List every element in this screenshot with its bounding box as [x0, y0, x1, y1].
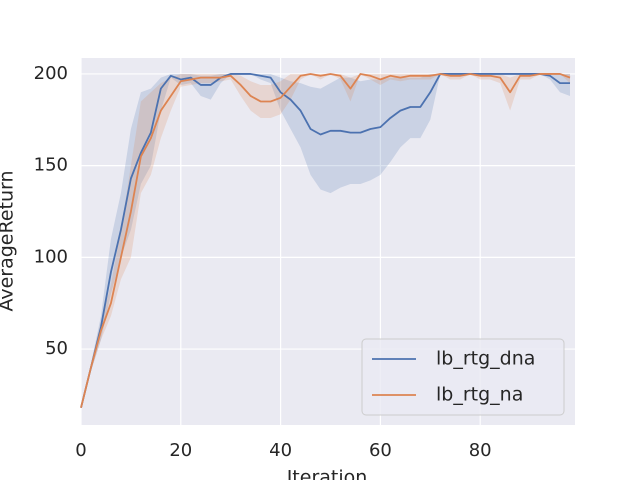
- y-tick-label: 200: [34, 63, 68, 84]
- y-tick-label: 50: [45, 338, 68, 359]
- x-tick-label: 40: [269, 440, 292, 461]
- legend-label: lb_rtg_na: [436, 384, 523, 406]
- x-tick-label: 60: [369, 440, 392, 461]
- legend-label: lb_rtg_dna: [436, 348, 535, 370]
- x-tick-label: 80: [469, 440, 492, 461]
- y-axis-label: AverageReturn: [0, 170, 18, 311]
- series-line: [80, 73, 571, 408]
- confidence-band: [81, 73, 571, 408]
- legend: lb_rtg_dna lb_rtg_na: [361, 338, 565, 416]
- marks: [80, 73, 571, 408]
- x-axis-label: Iteration: [287, 467, 368, 480]
- grid: [80, 58, 575, 425]
- legend-box: [361, 338, 565, 416]
- series-line: [80, 73, 571, 408]
- x-tick-label: 20: [169, 440, 192, 461]
- x-tick-label: 0: [75, 440, 86, 461]
- ticks: 50 100 150 200 0 20 40 60 80: [34, 63, 492, 461]
- y-tick-label: 150: [34, 155, 68, 176]
- y-tick-label: 100: [34, 246, 68, 267]
